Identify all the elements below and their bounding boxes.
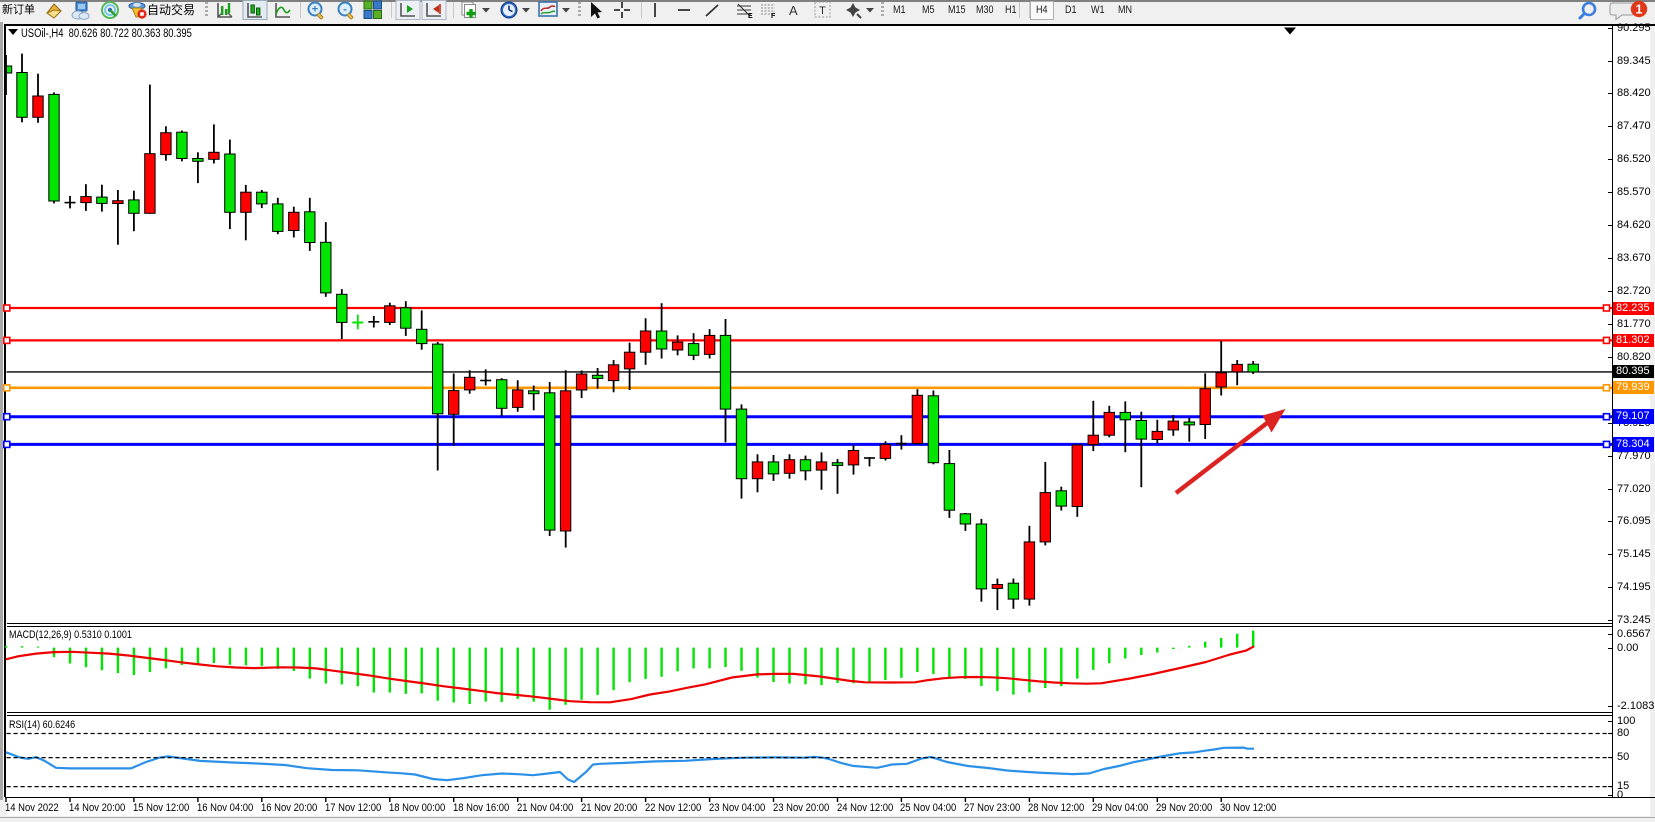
svg-text:+: + — [312, 4, 318, 16]
svg-text:1: 1 — [1636, 3, 1643, 17]
svg-text:-: - — [343, 4, 347, 16]
svg-text:F: F — [771, 13, 776, 20]
svg-text:T: T — [819, 5, 826, 17]
svg-text:E: E — [748, 13, 753, 20]
svg-text:A: A — [789, 3, 798, 18]
